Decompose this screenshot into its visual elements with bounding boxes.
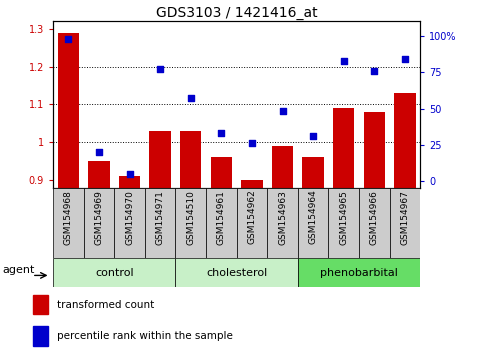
Title: GDS3103 / 1421416_at: GDS3103 / 1421416_at bbox=[156, 6, 317, 20]
Text: transformed count: transformed count bbox=[57, 300, 154, 310]
Text: GSM154968: GSM154968 bbox=[64, 190, 73, 245]
Text: cholesterol: cholesterol bbox=[206, 268, 267, 278]
Point bbox=[95, 149, 103, 155]
Bar bbox=[242, 180, 263, 354]
Point bbox=[187, 96, 195, 101]
Bar bbox=[145, 188, 175, 258]
Bar bbox=[211, 158, 232, 354]
Text: GSM154966: GSM154966 bbox=[370, 190, 379, 245]
Bar bbox=[180, 131, 201, 354]
Bar bbox=[58, 33, 79, 354]
Bar bbox=[33, 295, 48, 314]
Point bbox=[248, 141, 256, 146]
Bar bbox=[298, 188, 328, 258]
Point bbox=[340, 58, 348, 63]
Bar bbox=[33, 326, 48, 346]
Text: GSM154962: GSM154962 bbox=[247, 190, 256, 245]
Text: GSM154969: GSM154969 bbox=[95, 190, 103, 245]
Text: GSM154961: GSM154961 bbox=[217, 190, 226, 245]
Bar bbox=[237, 188, 267, 258]
Point bbox=[217, 130, 225, 136]
Text: GSM154970: GSM154970 bbox=[125, 190, 134, 245]
Bar bbox=[53, 258, 175, 287]
Text: GSM154971: GSM154971 bbox=[156, 190, 165, 245]
Bar bbox=[394, 93, 415, 354]
Bar bbox=[328, 188, 359, 258]
Text: percentile rank within the sample: percentile rank within the sample bbox=[57, 331, 233, 341]
Bar bbox=[333, 108, 355, 354]
Bar bbox=[114, 188, 145, 258]
Point bbox=[156, 67, 164, 72]
Bar bbox=[150, 131, 171, 354]
Bar bbox=[206, 188, 237, 258]
Bar bbox=[53, 188, 84, 258]
Bar bbox=[390, 188, 420, 258]
Text: phenobarbital: phenobarbital bbox=[320, 268, 398, 278]
Text: GSM154967: GSM154967 bbox=[400, 190, 410, 245]
Text: agent: agent bbox=[3, 265, 35, 275]
Bar bbox=[88, 161, 110, 354]
Bar bbox=[84, 188, 114, 258]
Bar bbox=[364, 112, 385, 354]
Bar bbox=[119, 176, 141, 354]
Text: GSM154965: GSM154965 bbox=[339, 190, 348, 245]
Bar bbox=[298, 258, 420, 287]
Point bbox=[309, 133, 317, 139]
Point bbox=[370, 68, 378, 74]
Text: GSM154964: GSM154964 bbox=[309, 190, 318, 245]
Point bbox=[126, 171, 133, 177]
Bar bbox=[175, 258, 298, 287]
Bar bbox=[175, 188, 206, 258]
Point bbox=[65, 36, 72, 41]
Bar bbox=[267, 188, 298, 258]
Bar bbox=[272, 146, 293, 354]
Bar bbox=[302, 158, 324, 354]
Point bbox=[279, 109, 286, 114]
Text: GSM154510: GSM154510 bbox=[186, 190, 195, 245]
Point bbox=[401, 56, 409, 62]
Bar bbox=[359, 188, 390, 258]
Text: control: control bbox=[95, 268, 134, 278]
Text: GSM154963: GSM154963 bbox=[278, 190, 287, 245]
